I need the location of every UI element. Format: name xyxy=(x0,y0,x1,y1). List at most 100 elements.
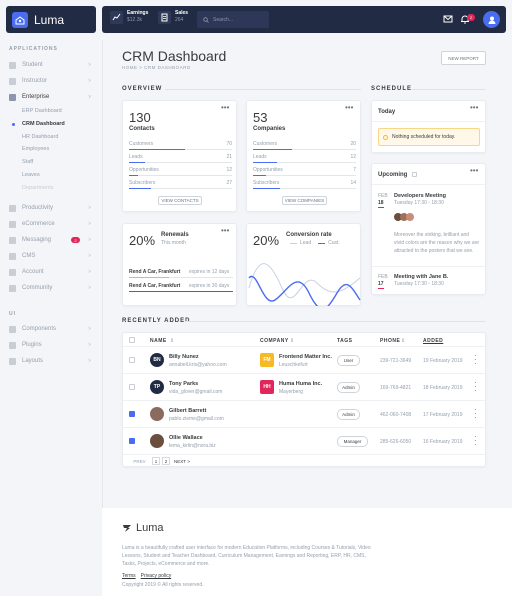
sidebar-sub-departments[interactable]: Departments xyxy=(22,185,54,191)
companies-count: 53 xyxy=(253,110,268,125)
sidebar-item-plugins[interactable]: Plugins > xyxy=(9,340,97,350)
privacy-link[interactable]: Privacy policy xyxy=(140,573,172,579)
event-title[interactable]: Meeting with Jane B. xyxy=(394,274,449,280)
conversion-sparkline xyxy=(248,263,361,306)
sidebar-item-label: Messaging xyxy=(22,237,52,243)
next-button[interactable]: NEXT > xyxy=(174,458,190,464)
chevron-right-icon: > xyxy=(88,221,91,227)
contact-name[interactable]: Billy Nunez xyxy=(169,354,199,360)
more-icon[interactable]: ••• xyxy=(470,103,479,112)
terms-link[interactable]: Terms xyxy=(122,573,136,579)
tag-badge[interactable]: User xyxy=(337,355,360,366)
user-avatar[interactable] xyxy=(483,11,500,28)
col-name[interactable]: NAME xyxy=(150,338,167,344)
row-menu-icon[interactable]: · · · xyxy=(474,405,477,422)
sidebar-item-productivity[interactable]: Productivity > xyxy=(9,203,97,213)
event-title[interactable]: Developers Meeting xyxy=(394,193,446,199)
sidebar-item-student[interactable]: Student > xyxy=(9,60,97,70)
sidebar-sub-leaves[interactable]: Leaves xyxy=(22,172,40,178)
search-input[interactable] xyxy=(213,16,268,23)
prev-button[interactable]: PREV xyxy=(129,457,150,465)
table-row[interactable]: Ollie Wallace lema_kirlin@nora.biz Manager… xyxy=(123,428,487,455)
sidebar-item-layouts[interactable]: Layouts > xyxy=(9,356,97,366)
sort-icon[interactable]: ⇕ xyxy=(290,338,295,344)
company-initials: HH xyxy=(263,384,271,390)
stat-row-track xyxy=(253,162,356,163)
prev-label: PREV xyxy=(133,458,146,464)
tag-badge[interactable]: Admin xyxy=(337,382,360,393)
more-icon[interactable]: ••• xyxy=(221,103,230,112)
today-empty-text: Nothing scheduled for today. xyxy=(392,134,456,140)
info-icon xyxy=(383,134,388,140)
schedule-divider xyxy=(412,89,486,90)
stat-row-value: 14 xyxy=(350,180,356,186)
contact-name[interactable]: Tony Parks xyxy=(169,381,199,387)
search-box[interactable] xyxy=(197,11,269,28)
sidebar-item-cms[interactable]: CMS > xyxy=(9,251,97,261)
page-title: CRM Dashboard xyxy=(122,48,227,64)
company-name[interactable]: Huma Huma Inc. xyxy=(279,381,323,387)
row-menu-icon[interactable]: · · · xyxy=(474,432,477,449)
sidebar-sub-hr[interactable]: HR Dashboard xyxy=(22,134,59,140)
col-phone[interactable]: PHONE xyxy=(380,338,401,344)
col-tags: TAGS xyxy=(337,338,353,344)
sidebar-sub-employees[interactable]: Employees xyxy=(22,146,50,152)
more-icon[interactable]: ••• xyxy=(345,103,354,112)
sort-icon[interactable]: ⇕ xyxy=(401,338,406,344)
row-checkbox[interactable] xyxy=(129,438,135,444)
avatar-initials: TP xyxy=(153,384,161,390)
row-menu-icon[interactable]: · · · xyxy=(474,351,477,368)
row-menu-icon[interactable]: · · · xyxy=(474,378,477,395)
brand[interactable]: Luma xyxy=(6,6,96,33)
contact-name[interactable]: Gilbert Barrett xyxy=(169,408,207,414)
company-name[interactable]: Frontend Matter Inc. xyxy=(279,354,332,360)
stat-row-value: 12 xyxy=(226,167,232,173)
col-added[interactable]: ADDED xyxy=(423,338,444,344)
col-company[interactable]: COMPANY xyxy=(260,338,289,344)
tag-badge[interactable]: Admin xyxy=(337,409,360,420)
contact-name[interactable]: Ollie Wallace xyxy=(169,435,203,441)
new-report-button[interactable]: NEW REPORT xyxy=(441,51,486,65)
breadcrumb-current: CRM DASHBOARD xyxy=(144,65,191,70)
sort-icon[interactable]: ⇕ xyxy=(170,338,175,344)
sales-stat[interactable]: Sales 264 xyxy=(158,10,188,24)
view-companies-button[interactable]: VIEW COMPANIES xyxy=(282,196,327,205)
more-icon[interactable]: ••• xyxy=(470,166,479,175)
legend-swatch-cust xyxy=(318,242,326,244)
more-icon[interactable]: ••• xyxy=(221,226,230,235)
trend-icon xyxy=(110,10,123,24)
next-label: NEXT xyxy=(174,458,187,464)
breadcrumb-home[interactable]: HOME xyxy=(122,65,138,70)
sidebar-item-messaging[interactable]: Messaging 2 > xyxy=(9,235,97,245)
select-all-checkbox[interactable] xyxy=(129,337,135,343)
row-checkbox[interactable] xyxy=(129,384,135,390)
company-logo: HH xyxy=(260,380,274,394)
renewals-subtitle: This month xyxy=(161,240,186,246)
sidebar-sub-staff[interactable]: Staff xyxy=(22,159,34,165)
active-dot-icon xyxy=(12,123,15,126)
sales-value: 264 xyxy=(175,17,184,23)
view-contacts-button[interactable]: VIEW CONTACTS xyxy=(158,196,202,205)
chevron-right-icon: > xyxy=(88,237,91,243)
chevron-right-icon: > xyxy=(88,205,91,211)
renewal-track xyxy=(129,277,233,278)
row-checkbox[interactable] xyxy=(129,357,135,363)
sidebar-item-community[interactable]: Community > xyxy=(9,283,97,293)
sidebar-item-instructor[interactable]: Instructor > xyxy=(9,76,97,86)
page-button[interactable]: 2 xyxy=(162,457,170,465)
sidebar-item-enterprise[interactable]: Enterprise v xyxy=(9,92,97,102)
sidebar-item-components[interactable]: Components > xyxy=(9,324,97,334)
row-checkbox[interactable] xyxy=(129,411,135,417)
tag-badge[interactable]: Manager xyxy=(337,436,368,447)
table-row[interactable]: Gilbert Barrett pablo.zieme@gmail.com Admi… xyxy=(123,401,487,428)
enterprise-icon xyxy=(9,93,16,101)
page-button[interactable]: 1 xyxy=(152,457,160,465)
table-row[interactable]: BN Billy Nunez annabell.kris@yahoo.com FM Fr… xyxy=(123,347,487,374)
sidebar-item-account[interactable]: Account > xyxy=(9,267,97,277)
earnings-stat[interactable]: Earnings $12.3k xyxy=(110,10,148,24)
sidebar-item-ecommerce[interactable]: eCommerce > xyxy=(9,219,97,229)
sidebar-sub-crm[interactable]: CRM Dashboard xyxy=(22,121,65,127)
mail-icon[interactable] xyxy=(443,14,453,24)
sidebar-sub-erp[interactable]: ERP Dashboard xyxy=(22,108,62,114)
table-row[interactable]: TP Tony Parks vida_glover@gmail.com HH Huma … xyxy=(123,374,487,401)
